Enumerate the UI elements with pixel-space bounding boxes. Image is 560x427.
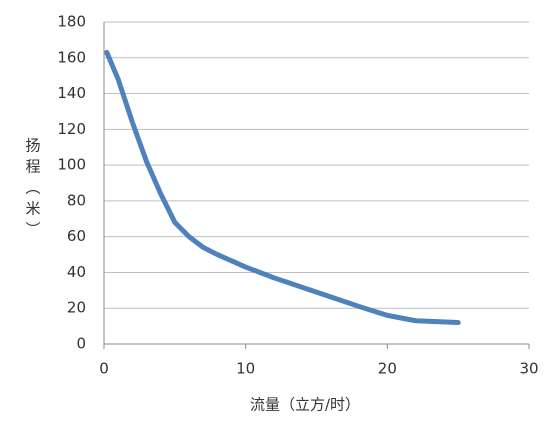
y-tick-label: 0 — [76, 335, 86, 353]
x-tick-label: 30 — [519, 360, 538, 378]
y-tick-label: 80 — [67, 191, 86, 209]
y-tick-label: 100 — [57, 156, 86, 174]
y-axis-title: 扬程（米） — [24, 138, 42, 243]
x-tick-label: 0 — [99, 360, 109, 378]
y-tick-label: 20 — [67, 299, 86, 317]
y-tick-label: 180 — [57, 13, 86, 31]
x-tick-label: 20 — [378, 360, 397, 378]
y-tick-label: 40 — [67, 263, 86, 281]
y-tick-label: 140 — [57, 84, 86, 102]
y-tick-label: 60 — [67, 227, 86, 245]
y-tick-label: 120 — [57, 120, 86, 138]
line — [104, 49, 461, 326]
y-tick-label: 160 — [57, 48, 86, 66]
x-axis-title: 流量（立方/时） — [250, 396, 360, 414]
x-tick-label: 10 — [236, 360, 255, 378]
